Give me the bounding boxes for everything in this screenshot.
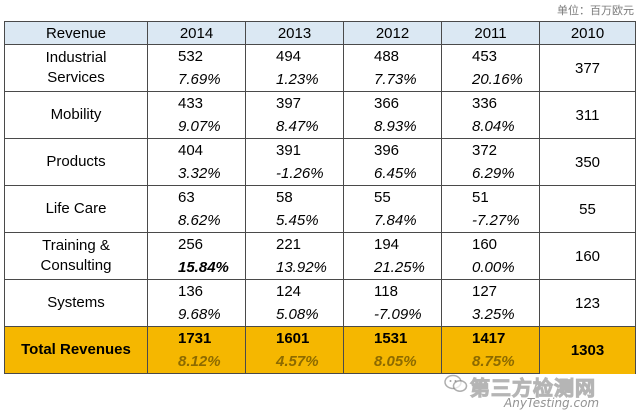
data-row: Products 404 391 396 372 350 — [4, 138, 636, 186]
growth-cell: -7.27% — [441, 209, 540, 233]
growth-row: 8.62% 5.45% 7.84% -7.27% — [5, 209, 636, 233]
growth-row: 9.68% 5.08% -7.09% 3.25% — [5, 303, 636, 327]
row-label: Mobility — [4, 91, 148, 139]
total-row: Total Revenues 1731 1601 1531 1417 1303 — [4, 326, 636, 374]
growth-row: 9.07% 8.47% 8.93% 8.04% — [5, 115, 636, 139]
row-label: Life Care — [4, 185, 148, 233]
growth-cell: 9.68% — [147, 303, 246, 327]
value-cell: 1601 — [245, 326, 344, 350]
growth-cell: 6.45% — [343, 162, 442, 186]
growth-cell: 8.47% — [245, 115, 344, 139]
value-cell: 1417 — [441, 326, 540, 350]
revenue-table: Revenue 2014 2013 2012 2011 2010 Industr… — [4, 21, 636, 374]
growth-cell: 3.25% — [441, 303, 540, 327]
value-cell: 160 — [539, 232, 636, 280]
growth-cell: 3.32% — [147, 162, 246, 186]
value-cell: 350 — [539, 138, 636, 186]
header-year: 2013 — [245, 21, 344, 45]
row-label: Products — [4, 138, 148, 186]
growth-cell: 7.84% — [343, 209, 442, 233]
value-cell: 366 — [343, 91, 442, 115]
value-cell: 391 — [245, 138, 344, 162]
value-cell: 488 — [343, 44, 442, 68]
value-cell: 1531 — [343, 326, 442, 350]
value-cell: 453 — [441, 44, 540, 68]
value-cell: 194 — [343, 232, 442, 256]
growth-cell: 5.45% — [245, 209, 344, 233]
row-label: Training & Consulting — [4, 232, 148, 280]
growth-cell: 5.08% — [245, 303, 344, 327]
value-cell: 396 — [343, 138, 442, 162]
value-cell: 55 — [539, 185, 636, 233]
data-row: Training & Consulting 256 221 194 160 160 — [4, 232, 636, 280]
wechat-icon — [444, 374, 468, 392]
value-cell: 377 — [539, 44, 636, 92]
watermark-url: AnyTesting.com — [504, 396, 600, 410]
row-label: Systems — [4, 279, 148, 327]
value-cell: 433 — [147, 91, 246, 115]
value-cell: 532 — [147, 44, 246, 68]
value-cell: 1731 — [147, 326, 246, 350]
header-year: 2012 — [343, 21, 442, 45]
header-year: 2011 — [441, 21, 540, 45]
growth-row: 7.69% 1.23% 7.73% 20.16% — [5, 68, 636, 92]
row-label: Industrial Services — [4, 44, 148, 92]
growth-row: 15.84% 13.92% 21.25% 0.00% — [5, 256, 636, 280]
value-cell: 494 — [245, 44, 344, 68]
growth-cell: 8.05% — [343, 350, 442, 374]
growth-cell: 21.25% — [343, 256, 442, 280]
value-cell: 127 — [441, 279, 540, 303]
value-cell: 336 — [441, 91, 540, 115]
value-cell: 58 — [245, 185, 344, 209]
value-cell: 221 — [245, 232, 344, 256]
growth-cell: 8.75% — [441, 350, 540, 374]
watermark-title: 第三方检测网 — [470, 376, 596, 401]
growth-cell: 8.12% — [147, 350, 246, 374]
growth-cell: 7.69% — [147, 68, 246, 92]
value-cell: 372 — [441, 138, 540, 162]
value-cell: 118 — [343, 279, 442, 303]
growth-cell: 1.23% — [245, 68, 344, 92]
growth-cell: 8.04% — [441, 115, 540, 139]
growth-cell: 6.29% — [441, 162, 540, 186]
growth-cell: -1.26% — [245, 162, 344, 186]
growth-cell: 8.93% — [343, 115, 442, 139]
value-cell: 124 — [245, 279, 344, 303]
value-cell: 256 — [147, 232, 246, 256]
total-label: Total Revenues — [4, 326, 148, 374]
total-growth-row: 8.12% 4.57% 8.05% 8.75% — [5, 350, 636, 374]
data-row: Mobility 433 397 366 336 311 — [4, 91, 636, 139]
growth-cell: 20.16% — [441, 68, 540, 92]
value-cell: 136 — [147, 279, 246, 303]
growth-cell: 7.73% — [343, 68, 442, 92]
value-cell: 160 — [441, 232, 540, 256]
header-year: 2014 — [147, 21, 246, 45]
unit-note: 单位：百万欧元 — [557, 4, 634, 17]
header-label: Revenue — [4, 21, 148, 45]
growth-cell: 0.00% — [441, 256, 540, 280]
value-cell: 123 — [539, 279, 636, 327]
growth-cell: -7.09% — [343, 303, 442, 327]
value-cell: 51 — [441, 185, 540, 209]
header-row: Revenue 2014 2013 2012 2011 2010 — [4, 21, 636, 45]
growth-cell: 8.62% — [147, 209, 246, 233]
value-cell: 55 — [343, 185, 442, 209]
value-cell: 404 — [147, 138, 246, 162]
value-cell: 397 — [245, 91, 344, 115]
value-cell: 63 — [147, 185, 246, 209]
growth-cell: 15.84% — [147, 256, 246, 280]
value-cell: 311 — [539, 91, 636, 139]
growth-cell: 13.92% — [245, 256, 344, 280]
growth-row: 3.32% -1.26% 6.45% 6.29% — [5, 162, 636, 186]
watermark: 第三方检测网 AnyTesting.com — [444, 368, 634, 416]
growth-cell: 9.07% — [147, 115, 246, 139]
data-row: Life Care 63 58 55 51 55 — [4, 185, 636, 233]
value-cell: 1303 — [539, 326, 636, 374]
data-row: Industrial Services 532 494 488 453 377 — [4, 44, 636, 92]
data-row: Systems 136 124 118 127 123 — [4, 279, 636, 327]
header-year: 2010 — [539, 21, 636, 45]
growth-cell: 4.57% — [245, 350, 344, 374]
